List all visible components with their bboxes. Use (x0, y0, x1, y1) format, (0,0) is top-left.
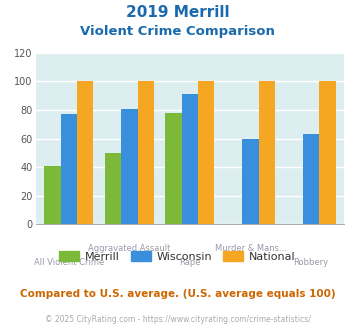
Bar (61, 114, 77, 224)
Text: Robbery: Robbery (294, 258, 329, 267)
Bar (198, 82, 214, 224)
Bar (44, 166, 61, 224)
Bar (121, 109, 137, 224)
Bar (137, 82, 154, 224)
Text: Murder & Mans...: Murder & Mans... (214, 244, 286, 253)
Bar (303, 134, 319, 224)
Text: Compared to U.S. average. (U.S. average equals 100): Compared to U.S. average. (U.S. average … (20, 289, 335, 299)
Text: © 2025 CityRating.com - https://www.cityrating.com/crime-statistics/: © 2025 CityRating.com - https://www.city… (45, 315, 310, 324)
Legend: Merrill, Wisconsin, National: Merrill, Wisconsin, National (55, 247, 300, 267)
Bar (165, 113, 182, 224)
Text: Rape: Rape (179, 258, 201, 267)
Bar (242, 139, 259, 224)
Bar (105, 153, 121, 224)
Bar (182, 94, 198, 224)
Text: All Violent Crime: All Violent Crime (34, 258, 104, 267)
Bar (259, 82, 275, 224)
Text: Aggravated Assault: Aggravated Assault (88, 244, 170, 253)
Bar (319, 82, 335, 224)
Text: 2019 Merrill: 2019 Merrill (126, 5, 229, 20)
Bar (77, 82, 93, 224)
Text: Violent Crime Comparison: Violent Crime Comparison (80, 25, 275, 38)
